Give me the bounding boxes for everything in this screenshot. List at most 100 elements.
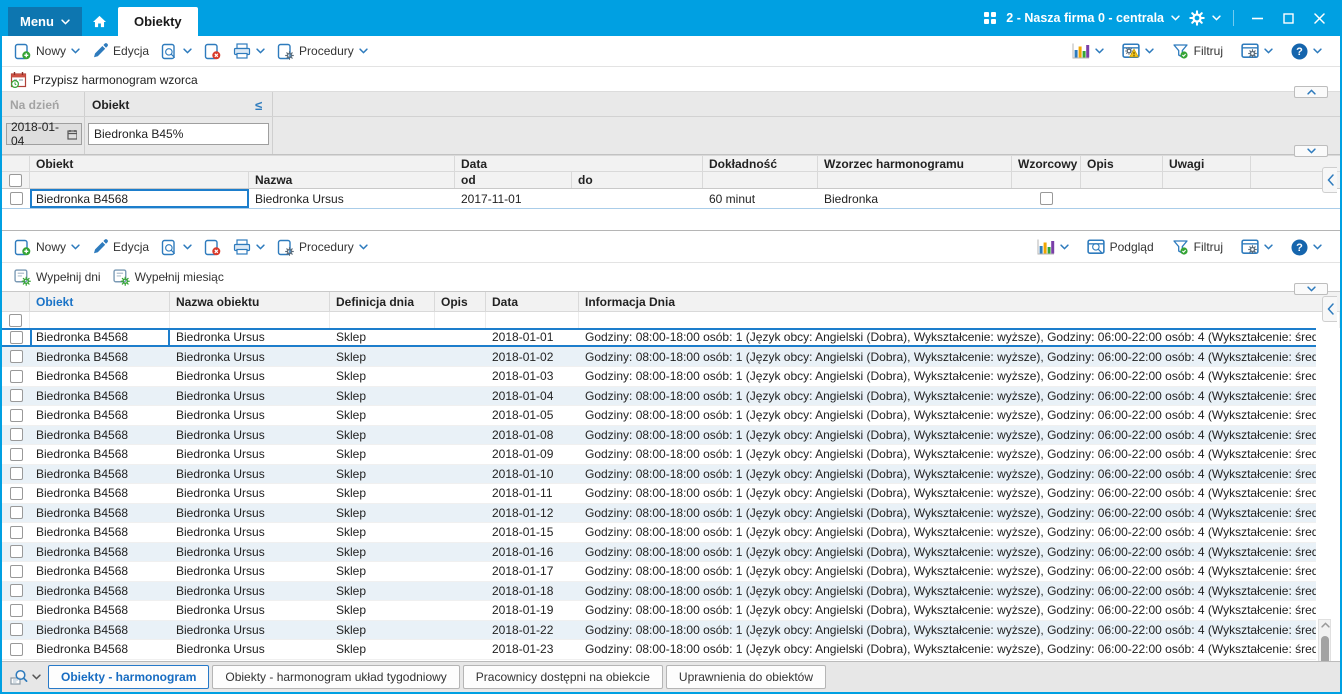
- filter-cell[interactable]: [330, 312, 435, 328]
- row-checkbox[interactable]: [9, 447, 23, 461]
- tab-uprawnienia[interactable]: Uprawnienia do obiektów: [665, 665, 826, 689]
- row-checkbox[interactable]: [9, 603, 23, 617]
- cell-obiekt[interactable]: Biedronka B4568: [36, 466, 129, 481]
- cell-data[interactable]: 2018-01-18: [492, 583, 554, 598]
- col-obiekt[interactable]: Obiekt: [30, 292, 170, 311]
- cell-definicja-dnia[interactable]: Sklep: [336, 330, 367, 345]
- cell-opis[interactable]: [435, 406, 486, 425]
- col-group-data[interactable]: Data: [455, 156, 703, 171]
- cell-opis[interactable]: [435, 601, 486, 620]
- cell-obiekt[interactable]: Biedronka B4568: [36, 525, 129, 540]
- cell-obiekt[interactable]: Biedronka B4568: [36, 486, 129, 501]
- help-button[interactable]: ?: [1285, 235, 1328, 259]
- cell-nazwa-obiektu[interactable]: Biedronka Ursus: [176, 564, 265, 579]
- row-checkbox[interactable]: [9, 584, 23, 598]
- col-definicja-dnia[interactable]: Definicja dnia: [330, 292, 435, 311]
- cell-obiekt[interactable]: Biedronka B4568: [36, 622, 129, 637]
- cell-nazwa-obiektu[interactable]: Biedronka Ursus: [176, 447, 265, 462]
- cell-opis[interactable]: [435, 387, 486, 406]
- cell-opis[interactable]: [435, 621, 486, 640]
- row-checkbox[interactable]: [9, 564, 23, 578]
- select-all-checkbox[interactable]: [9, 313, 22, 327]
- apps-grid-icon[interactable]: [983, 11, 997, 25]
- view-selector[interactable]: [6, 669, 45, 686]
- col-informacja-dnia[interactable]: Informacja Dnia: [585, 294, 676, 309]
- col-uwagi[interactable]: Uwagi: [1163, 156, 1251, 171]
- table-row[interactable]: Biedronka B4568 Biedronka Ursus Sklep 20…: [2, 640, 1316, 660]
- table-row[interactable]: Biedronka B4568 Biedronka Ursus Sklep 20…: [2, 484, 1316, 504]
- col-od[interactable]: od: [455, 172, 572, 188]
- col-data[interactable]: Data: [486, 292, 579, 311]
- cell-informacja-dnia[interactable]: Godziny: 08:00-18:00 osób: 1 (Język obcy…: [585, 505, 1316, 520]
- template-table-row[interactable]: Biedronka B4568 Biedronka Ursus 2017-11-…: [2, 189, 1340, 209]
- cell-uwagi[interactable]: [1163, 189, 1251, 208]
- print-button[interactable]: [227, 39, 271, 63]
- cell-informacja-dnia[interactable]: Godziny: 08:00-18:00 osób: 1 (Język obcy…: [585, 408, 1316, 423]
- cell-dokladnosc[interactable]: 60 minut: [709, 191, 756, 206]
- table-row[interactable]: Biedronka B4568 Biedronka Ursus Sklep 20…: [2, 328, 1316, 348]
- cell-obiekt[interactable]: Biedronka B4568: [36, 388, 129, 403]
- row-checkbox[interactable]: [9, 428, 23, 442]
- cell-do[interactable]: [572, 189, 703, 208]
- col-group-obiekt[interactable]: Obiekt: [30, 156, 455, 171]
- filter-cell[interactable]: [579, 312, 1340, 328]
- cell-nazwa-obiektu[interactable]: Biedronka Ursus: [176, 349, 265, 364]
- tab-obiekty-harmonogram-tygodniowy[interactable]: Obiekty - harmonogram układ tygodniowy: [212, 665, 460, 689]
- cell-definicja-dnia[interactable]: Sklep: [336, 369, 367, 384]
- cell-data[interactable]: 2018-01-09: [492, 447, 554, 462]
- scroll-up-icon[interactable]: [1321, 622, 1330, 628]
- row-checkbox[interactable]: [9, 525, 23, 539]
- cell-opis[interactable]: [435, 640, 486, 659]
- cell-nazwa-obiektu[interactable]: Biedronka Ursus: [176, 369, 265, 384]
- cell-opis[interactable]: [435, 504, 486, 523]
- cell-informacja-dnia[interactable]: Godziny: 08:00-18:00 osób: 1 (Język obcy…: [585, 466, 1316, 481]
- chart-button[interactable]: [1066, 39, 1110, 63]
- cell-nazwa-obiektu[interactable]: Biedronka Ursus: [176, 622, 265, 637]
- cell-nazwa-obiektu[interactable]: Biedronka Ursus: [176, 583, 265, 598]
- maximize-button[interactable]: [1277, 7, 1299, 29]
- cell-definicja-dnia[interactable]: Sklep: [336, 349, 367, 364]
- table-row[interactable]: Biedronka B4568 Biedronka Ursus Sklep 20…: [2, 620, 1316, 640]
- cell-obiekt[interactable]: Biedronka B4568: [36, 447, 129, 462]
- tab-pracownicy-dostepni[interactable]: Pracownicy dostępni na obiekcie: [462, 665, 663, 689]
- less-equal-operator-icon[interactable]: ≤: [255, 98, 263, 113]
- table-row[interactable]: Biedronka B4568 Biedronka Ursus Sklep 20…: [2, 386, 1316, 406]
- row-checkbox[interactable]: [9, 545, 23, 559]
- cell-opis[interactable]: [435, 445, 486, 464]
- cell-wzorzec[interactable]: Biedronka: [824, 191, 879, 206]
- col-nazwa-obiektu[interactable]: Nazwa obiektu: [170, 292, 330, 311]
- preview-button[interactable]: Podgląd: [1081, 235, 1160, 259]
- fill-month-button[interactable]: Wypełnij miesiąc: [107, 265, 230, 289]
- cell-opis[interactable]: [435, 426, 486, 445]
- grid-collapse-down-button[interactable]: [1294, 283, 1328, 295]
- cell-informacja-dnia[interactable]: Godziny: 08:00-18:00 osób: 1 (Język obcy…: [585, 330, 1316, 345]
- cell-definicja-dnia[interactable]: Sklep: [336, 564, 367, 579]
- cell-informacja-dnia[interactable]: Godziny: 08:00-18:00 osób: 1 (Język obcy…: [585, 642, 1316, 657]
- row-checkbox[interactable]: [9, 192, 23, 205]
- menu-button[interactable]: Menu: [8, 7, 82, 36]
- cell-informacja-dnia[interactable]: Godziny: 08:00-18:00 osób: 1 (Język obcy…: [585, 447, 1316, 462]
- cell-data[interactable]: 2018-01-22: [492, 622, 554, 637]
- delete-button[interactable]: [198, 235, 227, 259]
- panel-collapse-up-button[interactable]: [1294, 86, 1328, 98]
- cell-obiekt[interactable]: Biedronka B4568: [36, 505, 129, 520]
- cell-informacja-dnia[interactable]: Godziny: 08:00-18:00 osób: 1 (Język obcy…: [585, 583, 1316, 598]
- select-all-checkbox[interactable]: [9, 173, 22, 187]
- cell-obiekt[interactable]: Biedronka B4568: [36, 603, 129, 618]
- cell-opis[interactable]: [435, 367, 486, 386]
- row-checkbox[interactable]: [9, 467, 23, 481]
- cell-opis[interactable]: [435, 543, 486, 562]
- cell-data[interactable]: 2018-01-17: [492, 564, 554, 579]
- cell-nazwa-obiektu[interactable]: Biedronka Ursus: [176, 330, 265, 345]
- cell-definicja-dnia[interactable]: Sklep: [336, 388, 367, 403]
- cell-nazwa-obiektu[interactable]: Biedronka Ursus: [176, 486, 265, 501]
- cell-data[interactable]: 2018-01-05: [492, 408, 554, 423]
- col-wzorcowy[interactable]: Wzorcowy: [1012, 156, 1081, 171]
- cell-nazwa-obiektu[interactable]: Biedronka Ursus: [176, 466, 265, 481]
- edit-button[interactable]: Edycja: [86, 235, 155, 259]
- help-button[interactable]: ?: [1285, 39, 1328, 63]
- cell-definicja-dnia[interactable]: Sklep: [336, 583, 367, 598]
- cell-informacja-dnia[interactable]: Godziny: 08:00-18:00 osób: 1 (Język obcy…: [585, 622, 1316, 637]
- cell-opis[interactable]: [435, 582, 486, 601]
- cell-obiekt[interactable]: Biedronka B4568: [36, 369, 129, 384]
